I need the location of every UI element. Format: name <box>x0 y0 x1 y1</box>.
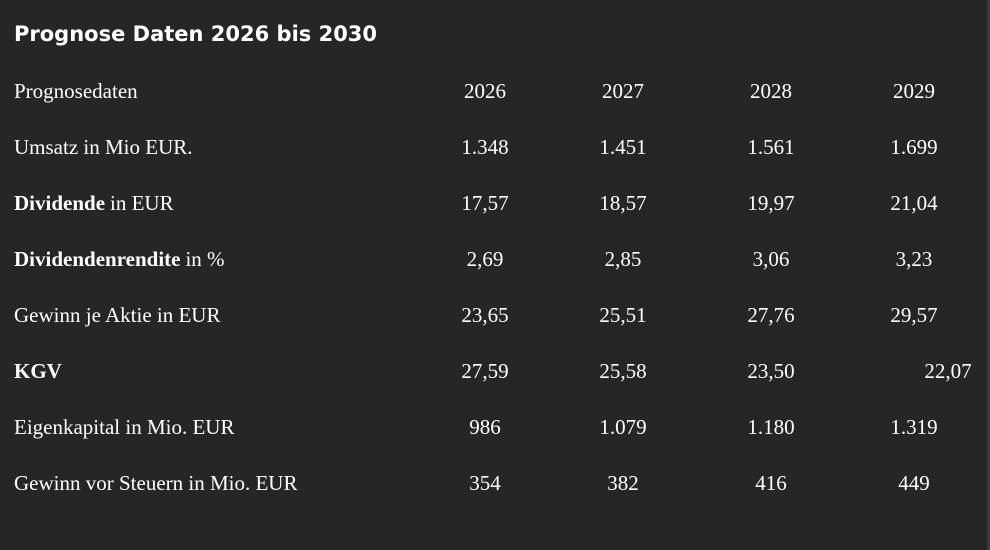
cell-value: 3,06 <box>752 247 790 271</box>
row-label: Dividendenrendite in % <box>14 247 225 271</box>
cell-value: 23,65 <box>461 303 509 327</box>
row-label-text: in % <box>185 247 225 271</box>
cell-value: 1.561 <box>747 135 795 159</box>
header-year: 2028 <box>750 79 792 103</box>
cell-value: 29,57 <box>890 303 938 327</box>
row-label-text: in EUR <box>110 191 174 215</box>
cell-value: 19,97 <box>747 191 795 215</box>
header-label: Prognosedaten <box>14 79 138 103</box>
cell-value: 25,58 <box>599 359 647 383</box>
row-label: Gewinn vor Steuern in Mio. EUR <box>14 471 297 495</box>
row-label-bold: Dividende <box>14 191 106 215</box>
cell-value: 1.451 <box>599 135 647 159</box>
title: Prognose Daten 2026 bis 2030 <box>14 22 378 46</box>
row-label-bold: KGV <box>14 359 62 383</box>
row-label: KGV <box>14 359 67 383</box>
cell-value: 1.079 <box>599 415 647 439</box>
cell-value: 25,51 <box>599 303 647 327</box>
cell-value: 449 <box>898 471 930 495</box>
header-year: 2027 <box>602 79 644 103</box>
cell-value: 1.180 <box>747 415 795 439</box>
cell-value: 17,57 <box>461 191 509 215</box>
cell-value: 23,50 <box>747 359 795 383</box>
cell-value: 2,69 <box>466 247 504 271</box>
row-label-text: Gewinn je Aktie in EUR <box>14 303 221 327</box>
row-label-bold: Dividendenrendite <box>14 247 181 271</box>
cell-value: 3,23 <box>895 247 933 271</box>
row-label-text: Gewinn vor Steuern in Mio. EUR <box>14 471 298 495</box>
row-label: Dividende in EUR <box>14 191 174 215</box>
cell-value: 1.319 <box>890 415 938 439</box>
cell-value: 27,76 <box>747 303 795 327</box>
cell-value: 2,85 <box>604 247 642 271</box>
cell-value: 1.348 <box>461 135 509 159</box>
header-year: 2026 <box>464 79 506 103</box>
cell-value: 416 <box>755 471 787 495</box>
cell-value: 27,59 <box>461 359 509 383</box>
cell-value: 21,04 <box>890 191 938 215</box>
row-label-text: Eigenkapital in Mio. EUR <box>14 415 235 439</box>
cell-value: 354 <box>469 471 501 495</box>
edge <box>987 0 990 550</box>
row-label-text: Umsatz in Mio EUR. <box>14 135 193 159</box>
cell-value: 986 <box>469 415 501 439</box>
cell-value: 18,57 <box>599 191 647 215</box>
row-label: Gewinn je Aktie in EUR <box>14 303 220 327</box>
cell-value: 22,07 <box>924 359 972 383</box>
cell-value: 1.699 <box>890 135 938 159</box>
row-label: Eigenkapital in Mio. EUR <box>14 415 234 439</box>
header-year: 2029 <box>893 79 935 103</box>
cell-value: 382 <box>607 471 639 495</box>
row-label: Umsatz in Mio EUR. <box>14 135 193 159</box>
